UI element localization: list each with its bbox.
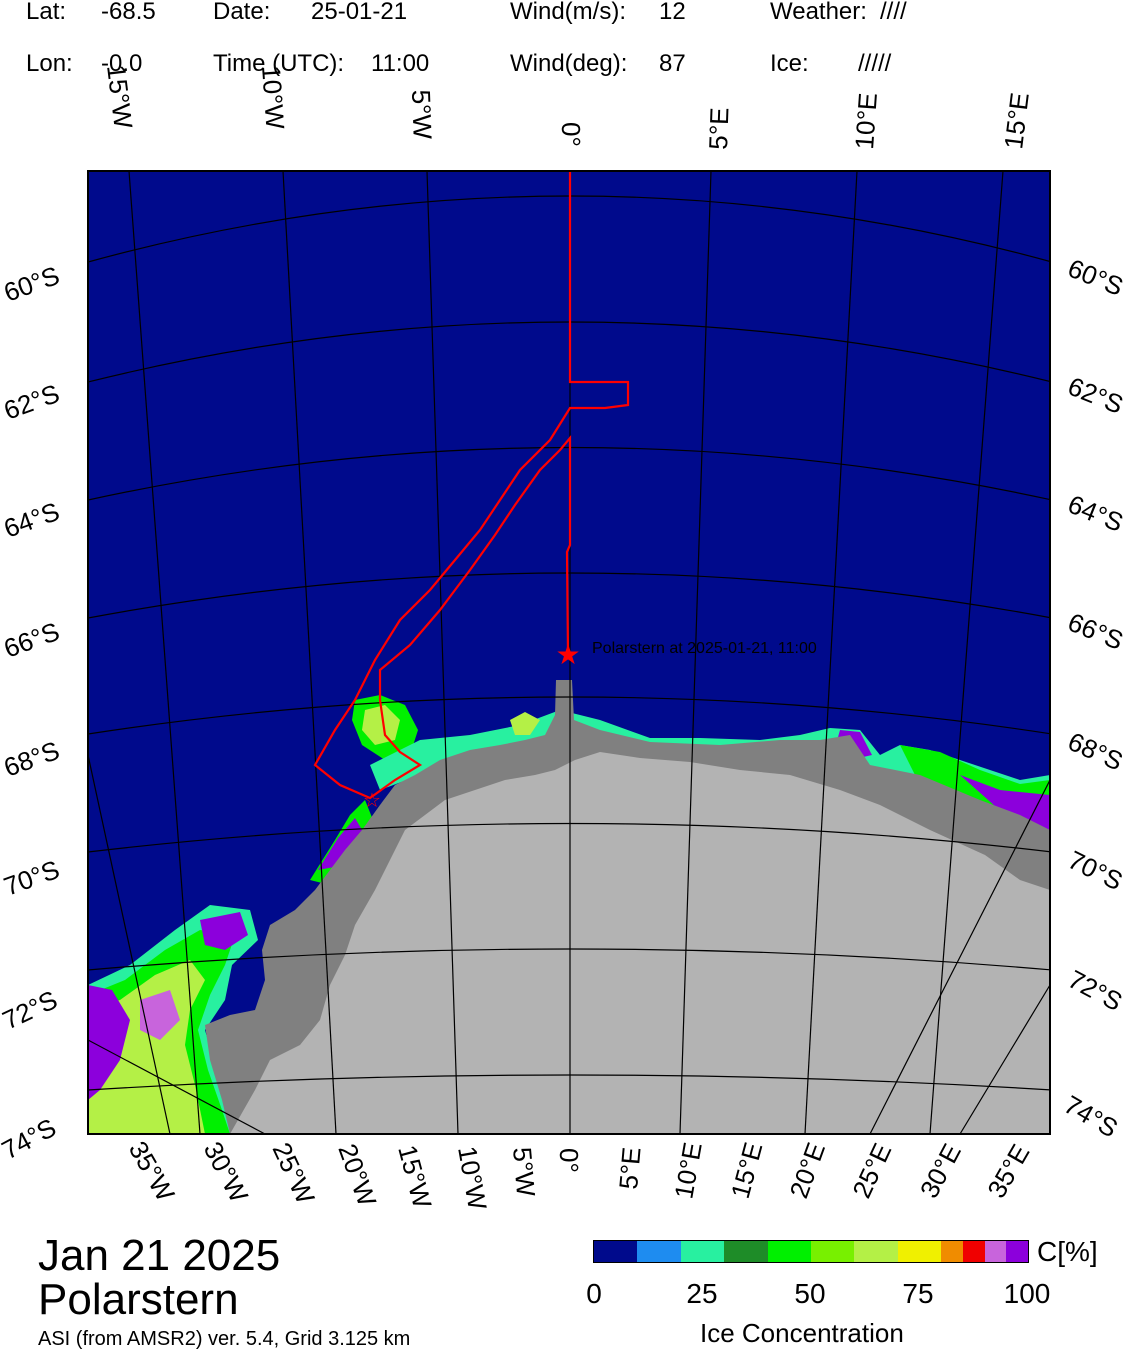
right-latitude-labels: 60°S 62°S 64°S 66°S 68°S 70°S 72°S 74°S	[1059, 253, 1128, 1144]
colorbar-swatch	[811, 1241, 855, 1262]
top-lon-label: 10°E	[849, 92, 883, 151]
top-lon-label: 15°E	[998, 91, 1035, 151]
left-lat-label: 64°S	[0, 496, 63, 544]
left-lat-label: 70°S	[0, 854, 63, 902]
colorbar-swatch	[637, 1241, 681, 1262]
colorbar-tick: 50	[794, 1278, 826, 1309]
colorbar-tick: 0	[586, 1278, 602, 1309]
bottom-lon-label: 10°E	[668, 1140, 707, 1201]
time-value: 11:00	[371, 50, 430, 77]
ice-shelf	[230, 752, 1050, 1134]
colorbar-swatch	[984, 1241, 1007, 1262]
left-lat-label: 74°S	[0, 1112, 61, 1165]
date-title: Jan 21 2025	[38, 1231, 281, 1280]
right-lat-label: 72°S	[1063, 964, 1127, 1017]
bottom-lon-label: 30°E	[914, 1139, 967, 1203]
bottom-lon-label: 20°E	[783, 1139, 831, 1203]
bottom-lon-label: 10°W	[452, 1144, 493, 1213]
colorbar-swatch	[962, 1241, 985, 1262]
source-note: ASI (from AMSR2) ver. 5.4, Grid 3.125 km	[38, 1328, 411, 1350]
right-lat-label: 74°S	[1059, 1089, 1123, 1143]
bottom-lon-label: 35°E	[981, 1139, 1035, 1203]
colorbar-tick: 25	[686, 1278, 718, 1309]
date-label: Date:	[213, 0, 271, 25]
lat-value: -68.5	[101, 0, 156, 25]
sea-ice-map: ☆ ★ Polarstern at 2025-01-21, 11:00 15°W…	[0, 63, 1128, 1212]
lon-label: Lon:	[26, 50, 73, 77]
map-frame	[87, 170, 1051, 1135]
bottom-lon-label: 20°W	[332, 1140, 382, 1211]
right-lat-label: 64°S	[1064, 489, 1128, 538]
bottom-longitude-labels: 35°W 30°W 25°W 20°W 15°W 10°W 5°W 0° 5°E…	[123, 1136, 1036, 1212]
colorbar-swatch	[680, 1241, 725, 1262]
ship-track	[313, 171, 630, 800]
left-latitude-labels: 60°S 62°S 64°S 66°S 68°S 70°S 72°S 74°S	[0, 260, 63, 1165]
colorbar-swatch	[897, 1241, 942, 1262]
bottom-lon-label: 5°W	[507, 1146, 541, 1198]
bottom-lon-label: 25°W	[267, 1138, 321, 1209]
bottom-lon-label: 15°W	[392, 1142, 438, 1212]
lat-label: Lat:	[26, 0, 67, 25]
right-lat-label: 70°S	[1063, 844, 1127, 896]
top-lon-label: 5°E	[703, 107, 734, 150]
weather-label: Weather:	[770, 0, 867, 25]
wind-speed-label: Wind(m/s):	[510, 0, 626, 25]
left-lat-label: 68°S	[0, 735, 63, 783]
date-value: 25-01-21	[311, 0, 408, 25]
top-lon-label: 15°W	[101, 63, 139, 130]
left-lat-label: 66°S	[0, 616, 63, 664]
ice-label: Ice:	[770, 50, 809, 77]
top-lon-label: 0°	[556, 122, 586, 147]
bottom-lon-label: 0°	[554, 1148, 584, 1173]
top-lon-label: 5°W	[406, 89, 438, 140]
colorbar-tick: 75	[902, 1278, 934, 1309]
longitude-lines	[88, 171, 1050, 1134]
left-lat-label: 60°S	[0, 260, 63, 308]
right-lat-label: 60°S	[1064, 253, 1128, 302]
bottom-lon-label: 35°W	[123, 1136, 181, 1207]
ice-value: /////	[858, 50, 892, 77]
bottom-lon-label: 25°E	[846, 1138, 897, 1202]
colorbar-swatch	[594, 1241, 638, 1262]
ice-concentration-colorbar	[593, 1240, 1029, 1263]
colorbar-swatch	[854, 1241, 898, 1262]
colorbar-unit: C[%]	[1037, 1236, 1098, 1267]
time-label: Time (UTC):	[213, 50, 345, 77]
ship-title: Polarstern	[38, 1275, 239, 1324]
bottom-lon-label: 30°W	[198, 1137, 255, 1208]
left-lat-label: 62°S	[0, 378, 63, 426]
ship-annotation: Polarstern at 2025-01-21, 11:00	[592, 640, 817, 657]
colorbar-title: Ice Concentration	[700, 1318, 904, 1348]
bottom-lon-label: 5°E	[613, 1146, 647, 1191]
top-longitude-labels: 15°W 10°W 5°W 0° 5°E 10°E 15°E	[101, 63, 1035, 151]
colorbar-tick: 100	[1003, 1278, 1051, 1309]
right-lat-label: 68°S	[1064, 726, 1128, 776]
right-lat-label: 62°S	[1064, 371, 1128, 420]
wind-dir-label: Wind(deg):	[510, 50, 628, 77]
weather-value: ////	[880, 0, 907, 25]
right-lat-label: 66°S	[1064, 607, 1128, 656]
ship-position-star: ★	[555, 639, 580, 670]
bottom-lon-label: 15°E	[725, 1139, 769, 1202]
colorbar-swatch	[767, 1241, 812, 1262]
colorbar-swatch	[724, 1241, 768, 1262]
colorbar-swatch	[1006, 1241, 1029, 1262]
colorbar-swatch	[941, 1241, 963, 1262]
wind-speed-value: 12	[659, 0, 686, 25]
left-lat-label: 72°S	[0, 984, 62, 1035]
top-lon-label: 10°W	[256, 64, 290, 130]
wind-dir-value: 87	[659, 50, 686, 77]
lon-value: -0.0	[101, 50, 143, 77]
track-start-marker: ☆	[363, 790, 381, 812]
